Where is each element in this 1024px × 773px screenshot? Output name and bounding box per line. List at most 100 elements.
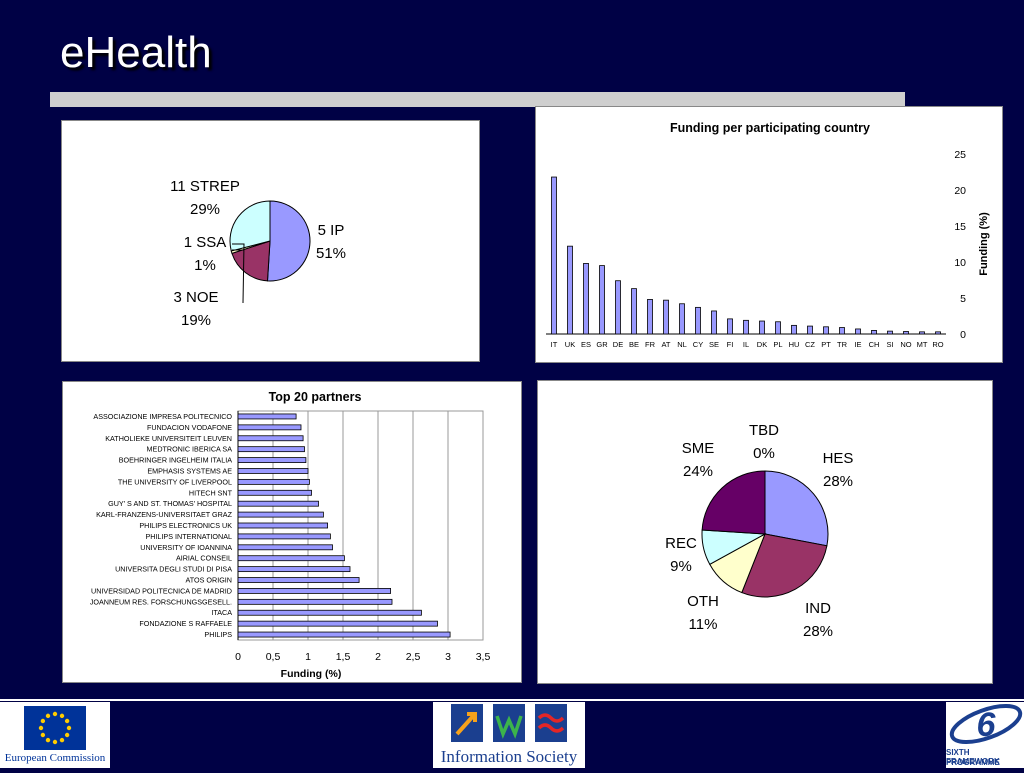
partner-bar [237, 457, 307, 463]
x-tick-label: IL [743, 340, 749, 349]
pie-label-percent: 24% [683, 463, 713, 480]
pie-label-name: 11 STREP [170, 178, 240, 195]
pie-label-name: TBD [749, 422, 779, 439]
bar-dk [759, 320, 765, 335]
x-tick-label: MT [917, 340, 928, 349]
eu-star [45, 713, 51, 719]
pie-label-percent: 1% [194, 257, 216, 274]
title-underline [50, 92, 905, 107]
country-funding-panel: Funding per participating country 0 5 10 15 2… [535, 106, 1003, 363]
partner-bar [237, 413, 297, 420]
partner-bar [237, 424, 302, 431]
info-society-caption: Information Society [440, 747, 578, 766]
instruments-pie-chart: 5 IP 51% 3 NOE 19% 1 SSA 1% 11 STREP 29% [170, 178, 346, 329]
y-tick-label: 20 [954, 185, 966, 197]
eu-star [64, 732, 70, 738]
x-tick-label: SE [709, 340, 719, 349]
fp6-caption-line2: PROGRAMME [946, 758, 1000, 767]
partner-bar [237, 577, 360, 583]
partner-bar [237, 511, 324, 518]
x-tick-label: FR [645, 340, 656, 349]
x-tick-label: TR [837, 340, 848, 349]
pie-label-percent: 28% [823, 473, 853, 490]
partner-label: UNIVERSITY OF IOANNINA [140, 543, 232, 552]
partner-label: ATOS ORIGIN [186, 576, 232, 585]
pie-label-name: OTH [687, 593, 719, 610]
x-tick-label: HU [789, 340, 800, 349]
bar-ie [855, 328, 861, 335]
x-tick-label: FI [727, 340, 734, 349]
x-tick-label: 1,5 [336, 651, 351, 663]
x-tick-label: 2 [375, 651, 381, 663]
x-tick-label: CH [869, 340, 880, 349]
eu-star [64, 718, 70, 724]
x-tick-label: PT [821, 340, 831, 349]
european-commission-logo: European Commission [0, 702, 110, 768]
pie-label-name: REC [665, 535, 697, 552]
pie-label-percent: 11% [689, 616, 718, 633]
eu-star [40, 732, 46, 738]
pie-label-name: SME [682, 440, 715, 457]
fp6-icon: 6 [949, 703, 1023, 745]
bar-es [583, 263, 589, 335]
partner-label: KATHOLIEKE UNIVERSITEIT LEUVEN [105, 434, 232, 443]
bar-ro [935, 331, 941, 335]
partner-label: FONDAZIONE S RAFFAELE [139, 619, 232, 628]
top-partners-chart: Top 20 partners 0 0,5 1 1,5 2 2,5 3 3,5 Funding (… [90, 390, 491, 680]
top-partners-panel: Top 20 partners 0 0,5 1 1,5 2 2,5 3 3,5 Funding (… [62, 381, 522, 683]
x-tick-label: SI [886, 340, 893, 349]
pie-label-percent: 19% [181, 312, 211, 329]
bar-si [887, 330, 893, 335]
x-tick-label: 1 [305, 651, 311, 663]
partner-label: PHILIPS INTERNATIONAL [145, 532, 232, 541]
partner-bar [237, 446, 305, 453]
x-tick-label: BE [629, 340, 639, 349]
partner-label: UNIVERSIDAD POLITECNICA DE MADRID [91, 586, 232, 595]
bar-mt [919, 331, 925, 335]
partner-bar [237, 478, 310, 485]
pie-label-name: 5 IP [318, 222, 345, 239]
y-tick-label: 5 [960, 293, 966, 305]
x-tick-label: DK [757, 340, 767, 349]
bar-tr [839, 327, 845, 335]
bar-de [615, 280, 621, 335]
partner-bar [237, 566, 351, 573]
pie-slice [764, 470, 829, 547]
bar-it [551, 176, 557, 335]
eu-star [66, 725, 72, 731]
x-tick-label: NO [900, 340, 911, 349]
partner-bar [237, 533, 331, 540]
bar-ch [871, 329, 877, 335]
bar-fr [647, 299, 653, 335]
pie-label-name: HES [823, 450, 854, 467]
slide-title: eHealth [60, 28, 212, 77]
eu-star [59, 713, 65, 719]
pie-label-percent: 9% [670, 558, 692, 575]
partner-label: EMPHASIS SYSTEMS AE [147, 466, 232, 475]
y-tick-label: 0 [960, 329, 966, 341]
bar-il [743, 319, 749, 335]
bar-hu [791, 324, 797, 335]
partner-label: MEDTRONIC IBERICA SA [147, 445, 233, 454]
partner-label: THE UNIVERSITY OF LIVERPOOL [118, 477, 232, 486]
bar-uk [567, 245, 573, 335]
eu-star [38, 725, 44, 731]
partner-bar [237, 631, 451, 638]
x-tick-label: IE [854, 340, 861, 349]
y-tick-label: 15 [954, 221, 966, 233]
fp6-caption-line1: SIXTH FRAMEWORK [946, 748, 1000, 766]
bar-cz [807, 325, 813, 335]
bar-at [663, 299, 669, 335]
pie-leader-line [232, 243, 245, 304]
partner-bar [237, 468, 309, 474]
pie-label-percent: 28% [803, 623, 833, 640]
x-tick-label: UK [565, 340, 575, 349]
bar-pt [823, 326, 829, 335]
pie-slice [231, 240, 271, 282]
partner-bar [237, 489, 312, 496]
pie-label-percent: 29% [190, 201, 220, 218]
x-axis-title: Funding (%) [281, 668, 342, 680]
y-axis-title: Funding (%) [978, 212, 990, 276]
partner-label: AIRIAL CONSEIL [176, 554, 232, 563]
x-tick-label: 3,5 [476, 651, 491, 663]
